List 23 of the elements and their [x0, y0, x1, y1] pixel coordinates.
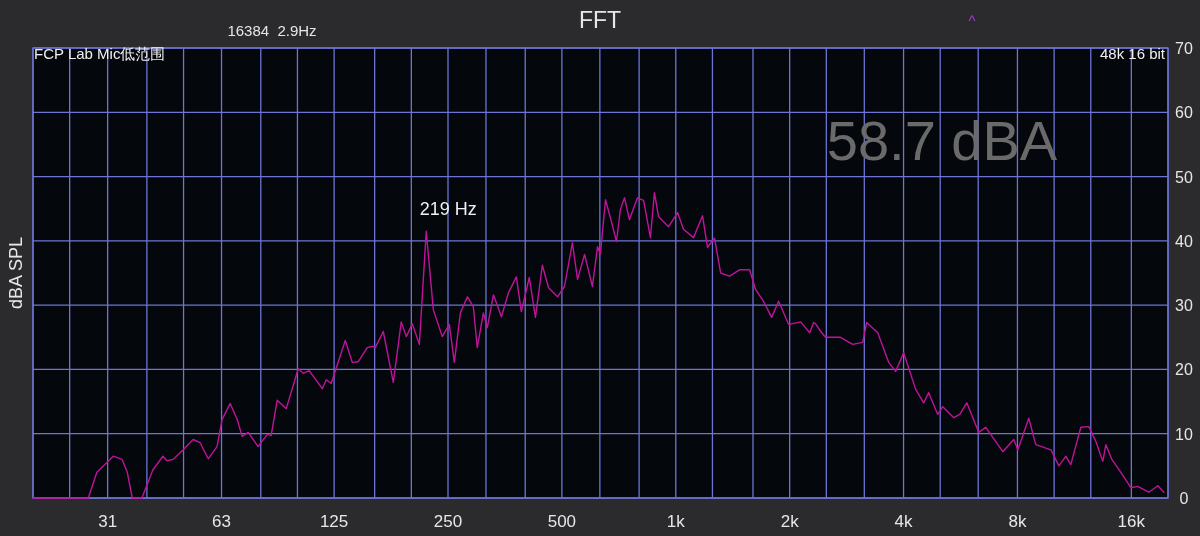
y-axis-title: dBA SPL	[6, 236, 26, 310]
y-tick-label: 50	[1175, 168, 1193, 186]
y-tick-label: 10	[1175, 425, 1193, 443]
x-tick-label: 31	[98, 512, 118, 531]
x-tick-label: 63	[212, 512, 231, 531]
y-tick-label: 20	[1175, 361, 1193, 379]
y-tick-label: 40	[1175, 232, 1193, 250]
y-tick-label: 30	[1175, 297, 1193, 315]
x-tick-label: 125	[319, 512, 349, 531]
x-tick-label: 4k	[894, 512, 914, 531]
x-tick-label: 16k	[1117, 512, 1146, 531]
annotation: 219 Hz	[419, 199, 477, 220]
y-tick-label: 60	[1175, 104, 1193, 122]
text: ^	[968, 12, 976, 29]
x-tick-label: 2k	[780, 512, 800, 531]
y-tick-label: 0	[1179, 490, 1189, 507]
x-tick-label: 8k	[1008, 512, 1027, 531]
x-tick-label: 250	[433, 512, 463, 531]
x-tick-label: 500	[547, 512, 577, 531]
text: 16384 2.9Hz	[227, 22, 317, 39]
x-tick-label: 1k	[666, 512, 686, 531]
chart-title: FFT	[578, 7, 622, 33]
y-tick-label: 70	[1175, 40, 1193, 57]
